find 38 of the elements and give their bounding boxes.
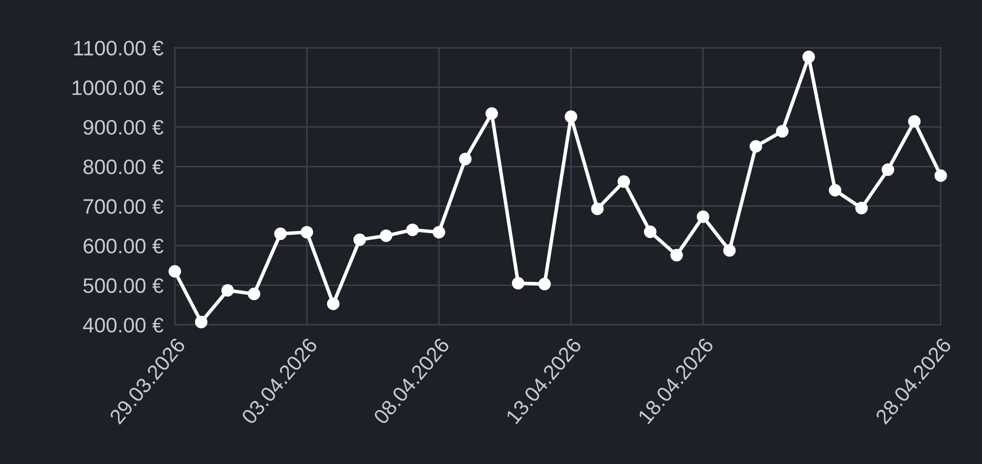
- point: [670, 248, 683, 262]
- y-tick-label: 700.00 €: [84, 199, 164, 214]
- point: [221, 284, 234, 297]
- point: [248, 288, 260, 300]
- point: [750, 140, 762, 153]
- point: [696, 210, 710, 224]
- point: [776, 125, 789, 138]
- point: [564, 110, 578, 123]
- point: [644, 226, 656, 238]
- point: [274, 228, 287, 240]
- point: [538, 278, 551, 290]
- y-tick-label: 600.00 €: [84, 238, 164, 254]
- y-tick-label: 900.00 €: [84, 120, 164, 135]
- y-tick-label: 1100.00 €: [74, 40, 164, 56]
- y-tick-label: 400.00 €: [83, 318, 164, 333]
- y-tick-label: 1000.00 €: [72, 80, 164, 96]
- point: [432, 226, 446, 238]
- point: [882, 163, 894, 176]
- point: [380, 230, 392, 242]
- point: [459, 152, 472, 166]
- point: [485, 107, 498, 120]
- point: [168, 265, 182, 278]
- y-tick-label: 500.00 €: [83, 278, 164, 293]
- point: [591, 202, 604, 216]
- point: [194, 316, 208, 328]
- point: [512, 277, 524, 290]
- point: [802, 50, 815, 64]
- point: [723, 244, 736, 257]
- point: [908, 115, 921, 128]
- point: [327, 298, 340, 310]
- point: [300, 226, 314, 238]
- y-tick-label: 800.00 €: [84, 160, 164, 174]
- point: [406, 224, 419, 236]
- point: [618, 175, 630, 188]
- point: [934, 169, 948, 182]
- point: [353, 233, 366, 246]
- point: [855, 202, 868, 214]
- point: [828, 184, 842, 197]
